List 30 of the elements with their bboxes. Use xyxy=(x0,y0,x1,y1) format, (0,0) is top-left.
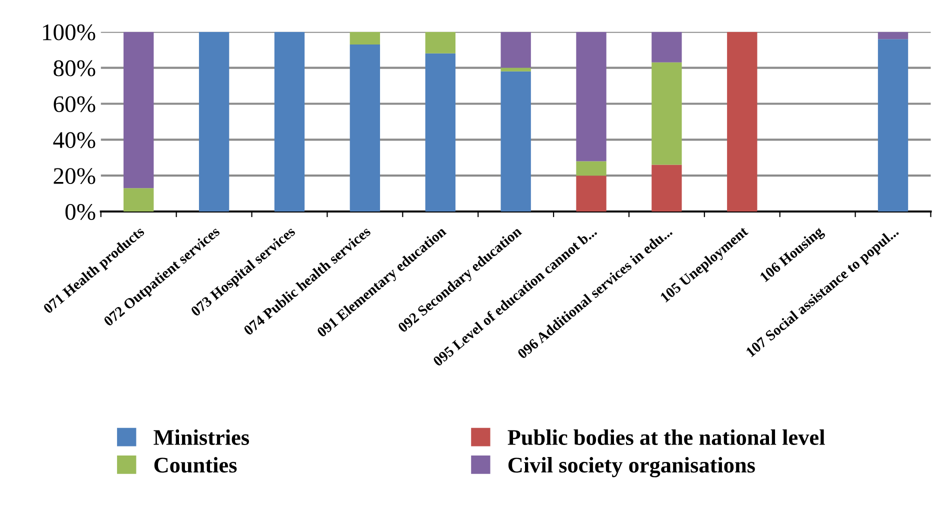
y-tick-label: 60% xyxy=(54,96,96,112)
bar xyxy=(576,32,606,162)
bar xyxy=(500,32,531,68)
y-tick-label: 40% xyxy=(53,132,96,148)
bar xyxy=(198,32,230,212)
bar xyxy=(652,164,682,212)
legend-label: Public bodies at the national level xyxy=(508,429,825,446)
bar xyxy=(124,32,154,188)
y-tick-label: 20% xyxy=(54,168,96,184)
bar xyxy=(576,176,606,212)
bar xyxy=(652,62,682,165)
bar xyxy=(350,32,380,44)
legend-label: Civil society organisations xyxy=(508,456,755,478)
bar xyxy=(727,32,758,212)
bar xyxy=(350,44,380,212)
bar xyxy=(652,32,682,62)
bar xyxy=(576,161,606,176)
y-tick-label: 0% xyxy=(65,204,96,220)
legend-label: Counties xyxy=(154,456,237,473)
bar xyxy=(500,68,531,72)
bar xyxy=(274,32,305,212)
y-tick-label: 100% xyxy=(43,24,96,40)
bar xyxy=(500,71,531,212)
bar xyxy=(425,32,456,54)
legend-label: Ministries xyxy=(154,429,250,445)
bar xyxy=(425,53,456,212)
bar xyxy=(124,188,154,212)
bar xyxy=(878,39,908,212)
bar xyxy=(878,32,908,40)
y-tick-label: 80% xyxy=(54,60,96,76)
